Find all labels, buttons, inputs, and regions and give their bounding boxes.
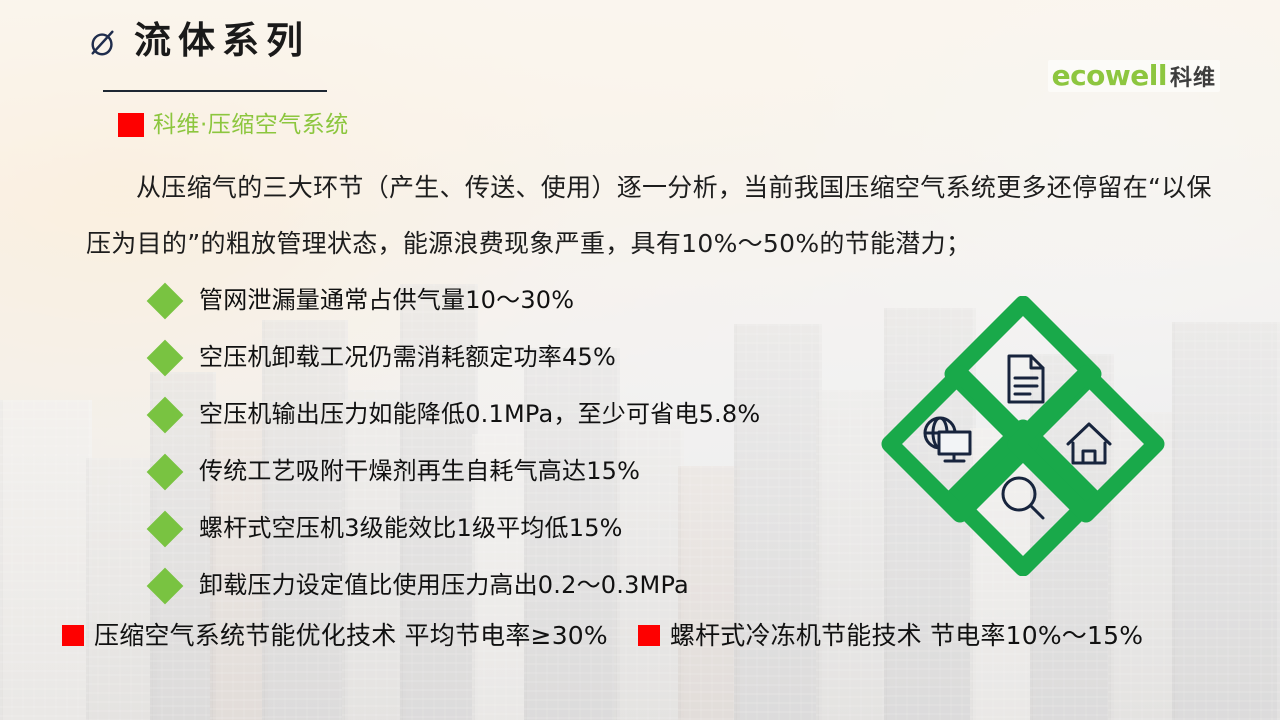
list-item-label: 空压机输出压力如能降低0.1MPa，至少可省电5.8%	[199, 400, 761, 429]
list-item: 卸载压力设定值比使用压力高出0.2～0.3MPa	[146, 557, 932, 614]
red-square-bullet-icon	[62, 625, 84, 647]
green-diamond-bullet-icon	[146, 567, 184, 604]
house-icon	[1066, 422, 1112, 465]
list-item: 螺杆式空压机3级能效比1级平均低15%	[146, 500, 932, 557]
section-heading-label: 科维·压缩空气系统	[153, 111, 349, 138]
green-diamond-bullet-icon	[146, 396, 184, 433]
brand-logo-en: ecowell	[1051, 59, 1168, 92]
list-item: 管网泄漏量通常占供气量10～30%	[146, 272, 932, 329]
green-diamond-bullet-icon	[146, 282, 184, 319]
brand-logo: ecowell 科维	[1047, 59, 1220, 92]
green-diamond-bullet-icon	[146, 453, 184, 490]
globe-monitor-icon	[923, 416, 972, 463]
green-diamond-bullet-icon	[146, 510, 184, 547]
four-diamond-cluster	[878, 296, 1168, 576]
section-heading: 科维·压缩空气系统	[118, 113, 349, 137]
page-title: 流体系列	[134, 19, 310, 62]
red-square-bullet-icon	[637, 625, 660, 647]
list-item-label: 传统工艺吸附干燥剂再生自耗气高达15%	[199, 457, 641, 486]
list-item-label: 管网泄漏量通常占供气量10～30%	[199, 286, 575, 315]
green-diamond-bullet-icon	[146, 339, 184, 376]
list-item: 空压机输出压力如能降低0.1MPa，至少可省电5.8%	[146, 386, 932, 443]
diameter-symbol-icon	[91, 30, 114, 55]
footer-item: 螺杆式冷冻机节能技术 节电率10%～15%	[637, 621, 1144, 650]
magnifier-icon	[1001, 476, 1045, 520]
bullet-list: 管网泄漏量通常占供气量10～30% 空压机卸载工况仍需消耗额定功率45% 空压机…	[146, 272, 932, 614]
list-item: 传统工艺吸附干燥剂再生自耗气高达15%	[146, 443, 932, 500]
list-item-label: 卸载压力设定值比使用压力高出0.2～0.3MPa	[199, 571, 689, 600]
title-underline-rule	[103, 90, 327, 92]
red-square-bullet-icon	[118, 113, 144, 137]
body-paragraph: 从压缩气的三大环节（产生、传送、使用）逐一分析，当前我国压缩空气系统更多还停留在…	[86, 173, 1212, 258]
page-title-row: 流体系列	[88, 22, 310, 59]
list-item: 空压机卸载工况仍需消耗额定功率45%	[146, 329, 932, 386]
footer-row: 压缩空气系统节能优化技术 平均节电率≥30% 螺杆式冷冻机节能技术 节电率10%…	[62, 622, 1262, 650]
document-icon	[1007, 354, 1045, 404]
footer-item-label: 压缩空气系统节能优化技术 平均节电率≥30%	[94, 621, 608, 650]
footer-item: 压缩空气系统节能优化技术 平均节电率≥30%	[62, 622, 608, 650]
list-item-label: 螺杆式空压机3级能效比1级平均低15%	[199, 514, 623, 543]
list-item-label: 空压机卸载工况仍需消耗额定功率45%	[199, 343, 616, 372]
footer-item-label: 螺杆式冷冻机节能技术 节电率10%～15%	[669, 621, 1144, 650]
brand-logo-cn: 科维	[1169, 66, 1216, 91]
